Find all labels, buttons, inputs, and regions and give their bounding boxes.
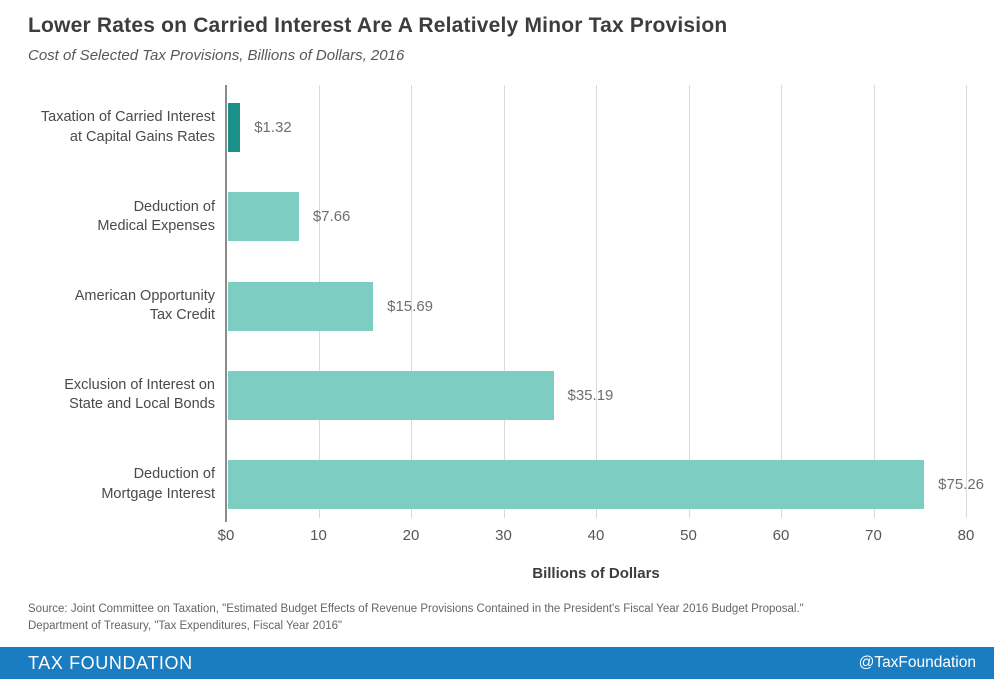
category-labels: Taxation of Carried Interest at Capital …	[0, 85, 215, 518]
x-tick-label: 10	[310, 527, 327, 544]
source-line-2: Department of Treasury, "Tax Expenditure…	[28, 620, 343, 632]
source-line-1: Source: Joint Committee on Taxation, "Es…	[28, 603, 804, 615]
bar	[228, 192, 299, 242]
category-label: Taxation of Carried Interest at Capital …	[40, 109, 215, 145]
source-note: Source: Joint Committee on Taxation, "Es…	[28, 601, 804, 635]
page-title: Lower Rates on Carried Interest Are A Re…	[28, 14, 728, 37]
x-tick-label: 50	[680, 527, 697, 544]
bar	[228, 281, 374, 331]
category-label: Deduction of Medical Expenses	[97, 198, 215, 234]
category-label: Deduction of Mortgage Interest	[101, 466, 215, 502]
footer-bar: TAX FOUNDATION @TaxFoundation	[0, 647, 994, 679]
gridline	[596, 85, 597, 518]
twitter-handle: @TaxFoundation	[858, 654, 976, 671]
bar-value-label: $35.19	[567, 386, 614, 404]
gridline	[688, 85, 690, 518]
gridline	[503, 85, 505, 518]
x-axis-title: Billions of Dollars	[532, 565, 660, 582]
x-axis-ticks: $0 10 20 30 40 50 60 70 80	[218, 527, 975, 549]
category-label: American Opportunity Tax Credit	[74, 287, 215, 323]
x-tick-label: 70	[865, 527, 882, 544]
gridline	[781, 85, 782, 518]
x-tick-label: 20	[402, 527, 420, 544]
x-tick-label: 80	[957, 527, 975, 544]
x-tick-label: $0	[217, 527, 235, 544]
x-tick-label: 40	[587, 527, 605, 544]
bar-value-label: $1.32	[254, 119, 292, 136]
bar-value-label: $7.66	[312, 208, 351, 226]
category-label: Exclusion of Interest on State and Local…	[64, 377, 215, 413]
x-tick-label: 60	[772, 527, 790, 544]
gridline	[411, 85, 412, 518]
x-tick-label: 30	[495, 527, 512, 544]
bar-value-label: $15.69	[387, 297, 434, 315]
bar	[228, 370, 554, 420]
gridline	[873, 85, 875, 518]
gridline	[966, 85, 967, 518]
bar-value-label: $75.26	[938, 476, 985, 493]
brand-logo-text: TAX FOUNDATION	[28, 652, 193, 673]
bar	[228, 460, 925, 509]
bar	[228, 103, 241, 152]
plot-bars: $1.32 $7.66 $15.69 $35.19 $75.26	[226, 85, 984, 518]
y-axis-line	[225, 85, 227, 522]
chart-subtitle: Cost of Selected Tax Provisions, Billion…	[28, 47, 405, 64]
